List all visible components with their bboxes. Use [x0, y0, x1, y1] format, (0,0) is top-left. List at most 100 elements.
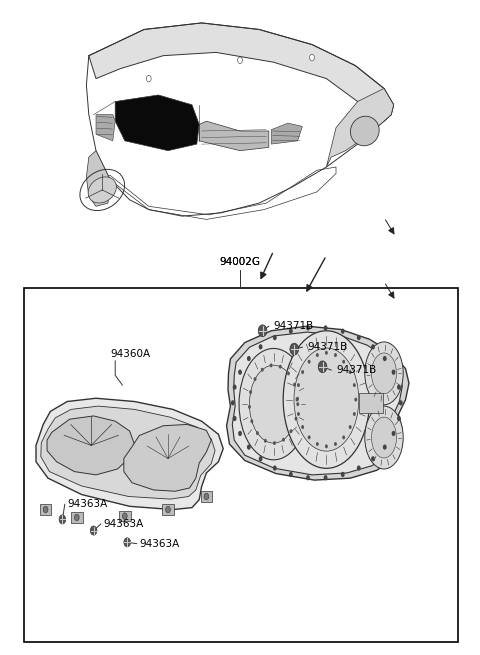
Circle shape — [383, 356, 387, 361]
Circle shape — [397, 416, 401, 421]
Ellipse shape — [250, 365, 298, 443]
Polygon shape — [326, 88, 394, 167]
Circle shape — [392, 431, 396, 436]
Circle shape — [273, 466, 277, 471]
Bar — [71, 512, 83, 523]
Polygon shape — [271, 123, 302, 144]
Circle shape — [282, 438, 285, 441]
Circle shape — [231, 400, 235, 405]
Bar — [359, 393, 383, 413]
Polygon shape — [36, 398, 223, 510]
Text: 94363A: 94363A — [67, 499, 108, 510]
Circle shape — [290, 343, 299, 355]
Text: 94360A: 94360A — [110, 349, 151, 359]
Text: 94363A: 94363A — [139, 538, 180, 549]
Circle shape — [357, 466, 361, 471]
Circle shape — [273, 335, 276, 340]
Circle shape — [74, 514, 79, 521]
Circle shape — [297, 383, 300, 387]
Circle shape — [259, 456, 263, 461]
Text: 94371B: 94371B — [336, 365, 376, 375]
Circle shape — [297, 412, 300, 416]
Circle shape — [342, 360, 345, 364]
Circle shape — [325, 351, 328, 355]
Ellipse shape — [365, 342, 403, 405]
Ellipse shape — [239, 348, 308, 460]
Circle shape — [204, 493, 209, 500]
Circle shape — [289, 472, 293, 477]
Circle shape — [287, 371, 290, 375]
Circle shape — [238, 57, 242, 64]
Circle shape — [259, 345, 263, 350]
Circle shape — [122, 513, 127, 519]
Polygon shape — [47, 416, 134, 475]
Circle shape — [124, 538, 131, 547]
Circle shape — [289, 429, 292, 433]
Circle shape — [249, 390, 252, 394]
Circle shape — [248, 405, 251, 409]
Polygon shape — [86, 151, 110, 206]
Circle shape — [90, 526, 97, 535]
Circle shape — [238, 369, 242, 375]
Circle shape — [341, 472, 345, 477]
Circle shape — [247, 445, 251, 450]
Circle shape — [383, 445, 387, 450]
Circle shape — [258, 325, 267, 337]
Text: 94371B: 94371B — [274, 321, 314, 331]
Circle shape — [296, 402, 299, 406]
Circle shape — [273, 441, 276, 445]
Bar — [119, 511, 131, 521]
Circle shape — [261, 367, 264, 371]
Circle shape — [256, 431, 259, 435]
Ellipse shape — [365, 406, 403, 469]
Circle shape — [353, 383, 356, 387]
Circle shape — [357, 335, 361, 340]
Circle shape — [354, 398, 357, 402]
Circle shape — [371, 456, 375, 461]
Circle shape — [342, 436, 345, 440]
Circle shape — [233, 416, 237, 421]
Polygon shape — [41, 406, 215, 499]
Circle shape — [279, 365, 282, 369]
Circle shape — [166, 506, 170, 513]
Circle shape — [316, 353, 319, 357]
Circle shape — [308, 360, 311, 364]
Circle shape — [289, 329, 293, 334]
Circle shape — [399, 400, 403, 405]
Circle shape — [316, 442, 319, 446]
Circle shape — [371, 345, 375, 350]
Circle shape — [308, 436, 311, 440]
Circle shape — [264, 439, 267, 443]
Circle shape — [306, 475, 310, 480]
Circle shape — [334, 353, 337, 357]
Circle shape — [310, 54, 314, 61]
Circle shape — [146, 75, 151, 82]
Circle shape — [253, 377, 256, 381]
Text: 94002G: 94002G — [219, 257, 261, 267]
Circle shape — [296, 398, 299, 402]
Polygon shape — [232, 332, 402, 475]
Circle shape — [296, 397, 299, 401]
Bar — [162, 504, 174, 515]
Circle shape — [233, 384, 237, 390]
Text: 94363A: 94363A — [103, 519, 144, 529]
Circle shape — [306, 326, 310, 331]
Circle shape — [247, 356, 251, 361]
Circle shape — [349, 370, 352, 374]
Ellipse shape — [372, 353, 396, 394]
Polygon shape — [89, 23, 394, 121]
Polygon shape — [227, 326, 409, 480]
Ellipse shape — [294, 348, 359, 451]
Bar — [40, 504, 51, 515]
Circle shape — [324, 475, 327, 480]
Circle shape — [301, 370, 304, 374]
Bar — [201, 491, 212, 502]
Circle shape — [353, 412, 356, 416]
Circle shape — [301, 425, 304, 429]
Circle shape — [59, 515, 66, 524]
Circle shape — [270, 364, 273, 367]
Circle shape — [334, 442, 337, 446]
Circle shape — [325, 444, 328, 448]
Bar — [24, 288, 458, 642]
Circle shape — [238, 431, 242, 436]
